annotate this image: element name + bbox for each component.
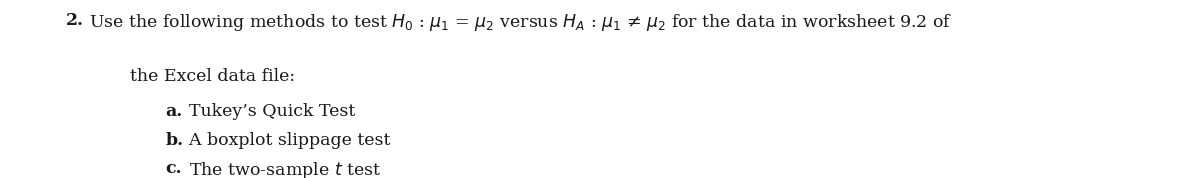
Text: The two-sample $t$ test: The two-sample $t$ test bbox=[178, 160, 380, 178]
Text: Tukey’s Quick Test: Tukey’s Quick Test bbox=[178, 103, 355, 120]
Text: Use the following methods to test $H_0$ : $\mu_1$ = $\mu_2$ versus $H_A$ : $\mu_: Use the following methods to test $H_0$ … bbox=[78, 12, 953, 33]
Text: 2.: 2. bbox=[66, 12, 84, 30]
Text: a.: a. bbox=[166, 103, 182, 120]
Text: b.: b. bbox=[166, 132, 184, 149]
Text: c.: c. bbox=[166, 160, 182, 177]
Text: the Excel data file:: the Excel data file: bbox=[130, 68, 295, 85]
Text: A boxplot slippage test: A boxplot slippage test bbox=[178, 132, 390, 149]
